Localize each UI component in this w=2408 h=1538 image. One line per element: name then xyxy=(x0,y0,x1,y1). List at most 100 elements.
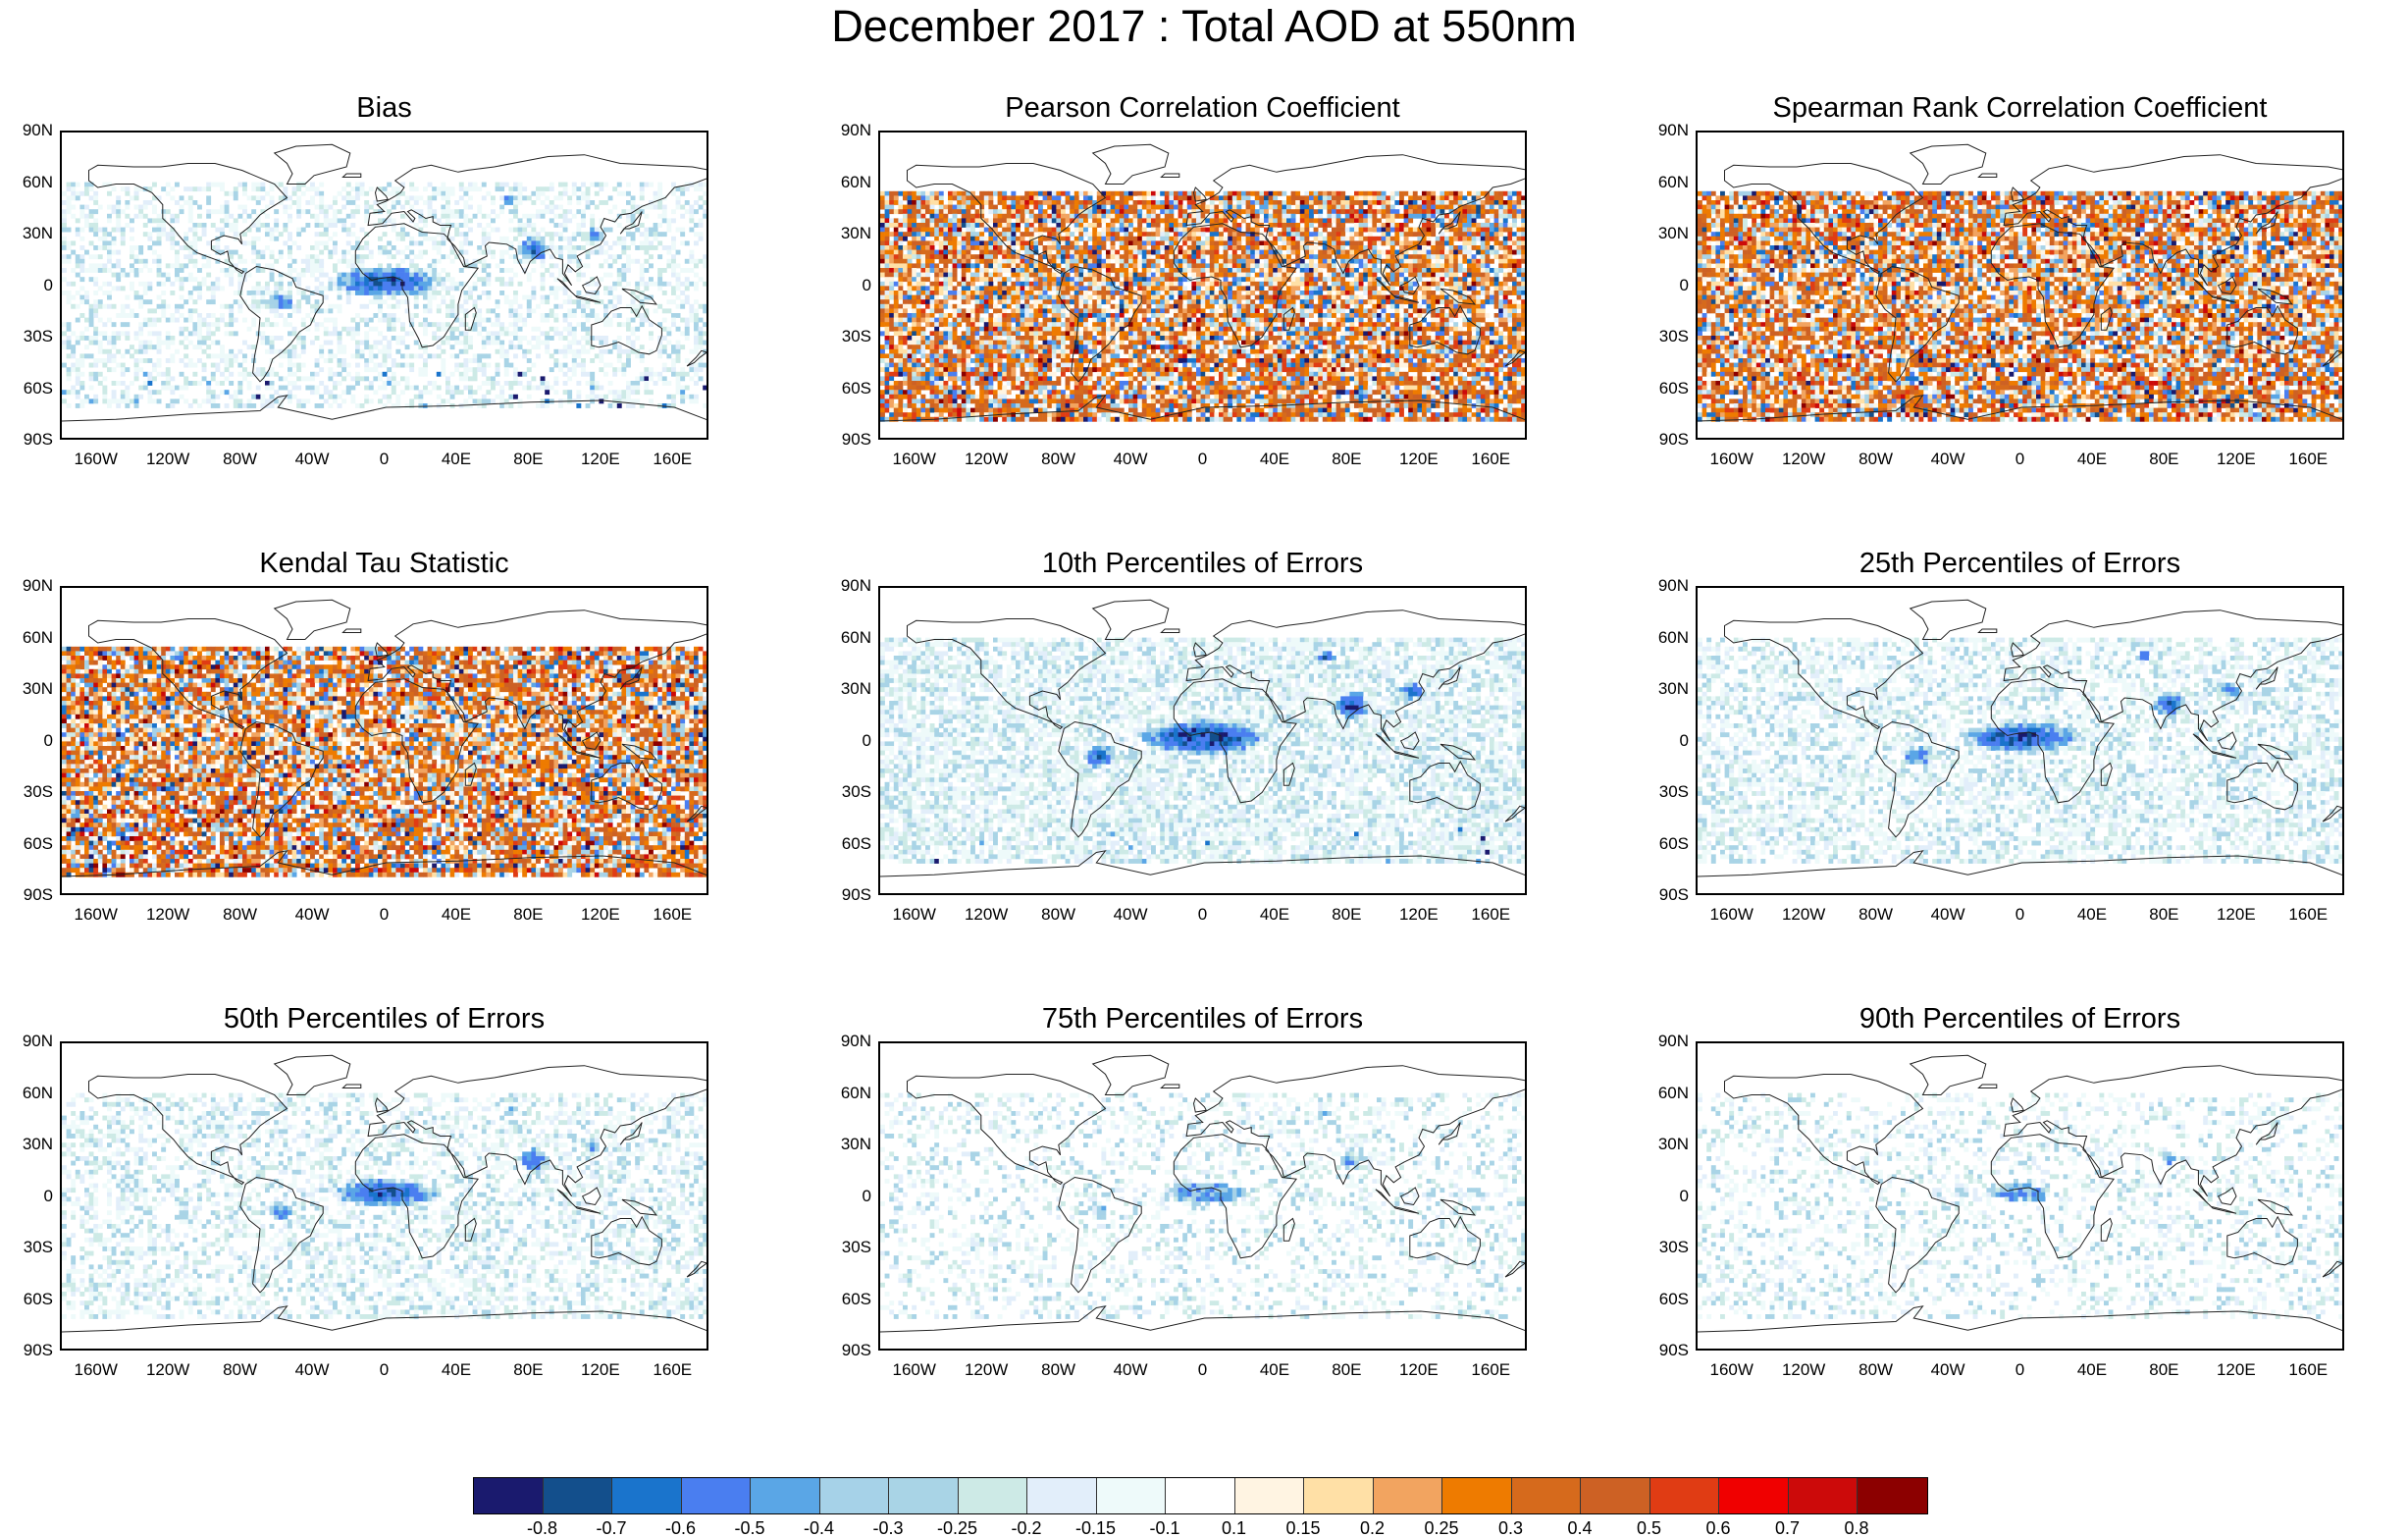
lat-tick-label: 0 xyxy=(1636,276,1689,294)
panel-title: 75th Percentiles of Errors xyxy=(878,1001,1527,1036)
coastline-japan xyxy=(2255,666,2278,690)
coastline-japan xyxy=(2255,211,2278,235)
lon-tick-label: 40W xyxy=(1096,906,1165,924)
coastline-indonesia xyxy=(1375,1189,1420,1214)
lat-tick-label: 60N xyxy=(0,1084,53,1102)
lat-tick-label: 30S xyxy=(0,783,53,801)
lon-tick-label: 160W xyxy=(880,1361,949,1379)
lon-tick-label: 160E xyxy=(2274,906,2342,924)
coastline-greenland xyxy=(1909,1054,1987,1095)
data-field xyxy=(62,182,707,408)
lon-tick-label: 80W xyxy=(1024,1361,1093,1379)
lon-tick-label: 80E xyxy=(494,451,562,468)
coastline-britain xyxy=(374,642,390,658)
coastline-greenland xyxy=(273,599,351,640)
lon-tick-label: 40E xyxy=(1240,906,1309,924)
lat-tick-label: 30S xyxy=(1636,328,1689,345)
lon-tick-label: 160W xyxy=(62,906,131,924)
lat-tick-label: 90N xyxy=(1636,577,1689,595)
lon-tick-label: 80E xyxy=(2129,1361,2198,1379)
lon-tick-label: 0 xyxy=(1986,1361,2055,1379)
coastline-madagascar xyxy=(2100,762,2113,786)
lat-tick-label: 30N xyxy=(1636,1136,1689,1153)
map-panel: Kendal Tau Statistic 90N 60N 30N 0 30S 60S 90S 1… xyxy=(0,546,708,958)
lat-tick-label: 0 xyxy=(0,276,53,294)
coastline-southAmerica xyxy=(239,265,324,383)
lon-tick-label: 40W xyxy=(1096,451,1165,468)
world-map xyxy=(1698,143,2342,422)
colorbar-box xyxy=(1719,1478,1789,1513)
lat-tick-label: 90S xyxy=(818,886,871,904)
lat-tick-label: 0 xyxy=(818,276,871,294)
colorbar-label: -0.3 xyxy=(859,1518,917,1538)
coastline-southAmerica xyxy=(1058,265,1142,383)
lon-tick-label: 120E xyxy=(1385,451,1453,468)
coastline-newZealand xyxy=(1504,349,1525,367)
coastline-newZealand xyxy=(686,805,707,822)
lon-tick-label: 120E xyxy=(1385,1361,1453,1379)
coastline-antarctica xyxy=(880,1305,1525,1333)
coastline-madagascar xyxy=(464,306,477,331)
lon-tick-label: 120W xyxy=(952,1361,1021,1379)
coastline-borneo xyxy=(581,731,602,751)
lat-tick-label: 0 xyxy=(1636,731,1689,750)
colorbar-label: 0.1 xyxy=(1205,1518,1264,1538)
coastline-australia xyxy=(1409,1215,1481,1266)
lat-tick-label: 30N xyxy=(0,680,53,698)
coastline-indonesia xyxy=(556,733,602,759)
lat-tick-label: 0 xyxy=(0,731,53,750)
coastline-britain xyxy=(1192,642,1208,658)
lon-tick-label: 80E xyxy=(494,906,562,924)
world-map xyxy=(880,1054,1525,1333)
lon-tick-label: 120E xyxy=(566,451,635,468)
lat-tick-label: 0 xyxy=(818,731,871,750)
lon-tick-label: 40E xyxy=(422,906,491,924)
coastline-southAmerica xyxy=(1058,1176,1142,1294)
coastline-madagascar xyxy=(2100,306,2113,331)
world-map xyxy=(62,599,707,877)
coastline-indonesia xyxy=(1375,278,1420,303)
colorbar-label: 0.7 xyxy=(1758,1518,1817,1538)
colorbar-box xyxy=(889,1478,959,1513)
lat-tick-label: 30S xyxy=(0,328,53,345)
lat-tick-label: 60S xyxy=(818,379,871,398)
panel-title: 25th Percentiles of Errors xyxy=(1696,546,2344,581)
map-frame xyxy=(60,131,708,440)
coastline-eurasia xyxy=(1185,610,1525,742)
panel-title: Bias xyxy=(60,90,708,126)
lon-tick-label: 80W xyxy=(1842,451,1911,468)
coastline-britain xyxy=(2010,642,2025,658)
lon-tick-label: 80W xyxy=(1024,451,1093,468)
coastline-northAmerica xyxy=(1724,618,1924,730)
coastline-antarctica xyxy=(1698,395,2342,422)
lat-tick-label: 60N xyxy=(0,628,53,647)
coastline-madagascar xyxy=(1283,306,1295,331)
coastline-newZealand xyxy=(686,1260,707,1278)
lon-tick-label: 80E xyxy=(2129,906,2198,924)
map-panel: 50th Percentiles of Errors 90N 60N 30N 0 30S 6… xyxy=(0,1001,708,1413)
lat-tick-label: 0 xyxy=(1636,1187,1689,1205)
data-field xyxy=(62,1092,707,1319)
map-panel: Spearman Rank Correlation Coefficient 90N… xyxy=(1636,90,2344,503)
coastline-eurasia xyxy=(1185,154,1525,287)
coastline-newZealand xyxy=(2322,1260,2342,1278)
colorbar-label: -0.5 xyxy=(720,1518,779,1538)
lat-tick-label: 90S xyxy=(818,431,871,449)
lon-tick-label: 120E xyxy=(566,1361,635,1379)
coastline-newGuinea xyxy=(1440,743,1477,761)
data-field xyxy=(1698,637,2342,864)
lon-tick-label: 0 xyxy=(1986,906,2055,924)
coastline-newGuinea xyxy=(621,1198,658,1216)
coastline-northAmerica xyxy=(1724,1074,1924,1186)
coastline-antarctica xyxy=(62,395,707,422)
lon-tick-label: 160W xyxy=(880,906,949,924)
panel-title: Spearman Rank Correlation Coefficient xyxy=(1696,90,2344,126)
lat-tick-label: 30N xyxy=(0,1136,53,1153)
lat-tick-label: 30N xyxy=(0,225,53,242)
coastline-borneo xyxy=(2217,276,2237,295)
map-panel: Bias 90N 60N 30N 0 30S 60S 90S 160W 120W 80W 40W 0 40… xyxy=(0,90,708,503)
lat-tick-label: 60S xyxy=(0,379,53,398)
colorbar-label: 0.8 xyxy=(1827,1518,1886,1538)
lon-tick-label: 40E xyxy=(1240,451,1309,468)
lon-tick-label: 40E xyxy=(422,451,491,468)
